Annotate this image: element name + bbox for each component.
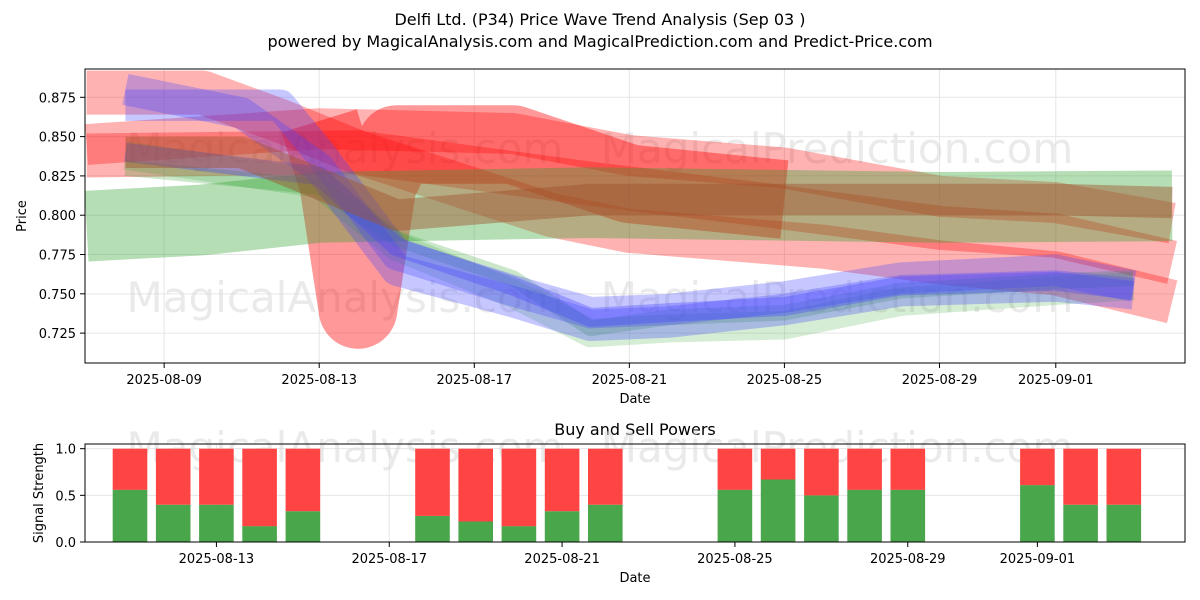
y-tick-label: 0.750 — [39, 288, 76, 303]
wave-band-green-band-c — [123, 141, 1135, 348]
x-tick-label: 2025-08-13 — [281, 373, 357, 388]
bottom-x-ticks: 2025-08-13 2025-08-17 2025-08-21 2025-08-25… — [179, 542, 1076, 567]
buy-bar — [242, 526, 277, 542]
sell-bar — [501, 448, 537, 527]
bottom-panel-title: Buy and Sell Powers — [554, 420, 716, 439]
chart-subtitle: powered by MagicalAnalysis.com and Magic… — [267, 32, 932, 51]
top-x-axis-label: Date — [619, 392, 650, 407]
y-tick-label: 0.800 — [39, 209, 76, 224]
bottom-y-axis-label: Signal Strength — [32, 443, 47, 543]
top-plot-background — [85, 69, 1185, 363]
buy-bar — [199, 504, 234, 542]
wave-band-brown-band — [125, 136, 1173, 231]
buy-bar — [804, 495, 839, 542]
signal-bars — [112, 448, 1142, 542]
top-y-ticks: 0.725 0.750 0.775 0.800 0.825 0.850 0.875 — [39, 91, 85, 342]
buy-bar — [458, 521, 493, 542]
y-tick-label: 0.850 — [39, 131, 76, 146]
x-tick-label: 2025-08-09 — [126, 373, 202, 388]
sell-bar — [285, 448, 321, 512]
y-tick-label: 0.5 — [55, 489, 76, 504]
x-tick-label: 2025-08-21 — [592, 373, 668, 388]
buy-bar — [415, 515, 450, 542]
buy-bar — [1020, 485, 1055, 542]
wave-band-blue-band-a — [122, 74, 1135, 341]
buy-bar — [717, 489, 753, 542]
watermark-text: MagicalPrediction.com — [601, 124, 1074, 173]
buy-bar — [1063, 504, 1098, 542]
sell-bar — [588, 448, 623, 505]
sell-bar — [1020, 448, 1055, 486]
sell-bar — [1106, 448, 1142, 505]
x-tick-label: 2025-08-13 — [179, 552, 255, 567]
buy-bar — [1106, 504, 1142, 542]
x-tick-label: 2025-08-25 — [747, 373, 823, 388]
y-tick-label: 0.0 — [55, 536, 76, 551]
buy-bar — [890, 489, 926, 542]
sell-bar — [847, 448, 882, 490]
wave-band-blue-band-c — [124, 142, 1135, 327]
sell-bar — [804, 448, 839, 496]
top-watermarks: MagicalAnalysis.com MagicalPrediction.co… — [127, 124, 1074, 322]
wave-band-red-band-b — [85, 108, 1176, 244]
sell-bar — [890, 448, 926, 490]
buy-bar — [501, 526, 537, 542]
sell-bar — [415, 448, 450, 516]
buy-bar — [155, 504, 191, 542]
wave-band-green-band-a — [84, 167, 1173, 262]
y-tick-label: 0.825 — [39, 170, 76, 185]
sell-bar — [1063, 448, 1098, 505]
buy-bar — [588, 504, 623, 542]
wave-band-green-band-b — [124, 160, 1134, 337]
x-tick-label: 2025-08-17 — [351, 552, 427, 567]
watermark-text: MagicalAnalysis.com — [127, 273, 564, 322]
top-x-ticks: 2025-08-09 2025-08-13 2025-08-17 2025-08-21… — [126, 363, 1094, 388]
wave-band-red-band-a — [86, 70, 1178, 284]
sell-bar — [112, 448, 148, 490]
bottom-y-ticks: 0.0 0.5 1.0 — [55, 443, 85, 551]
watermark-text: MagicalAnalysis.com — [127, 423, 564, 472]
bottom-x-axis-label: Date — [619, 571, 650, 586]
sell-bar — [155, 448, 191, 505]
y-tick-label: 1.0 — [55, 443, 76, 458]
wave-band-red-band-c — [86, 130, 1178, 324]
x-tick-label: 2025-09-01 — [1018, 373, 1094, 388]
y-tick-label: 0.775 — [39, 249, 76, 264]
x-tick-label: 2025-08-25 — [697, 552, 773, 567]
y-tick-label: 0.725 — [39, 327, 76, 342]
buy-sell-panel: Buy and Sell Powers MagicalAnalysis.com … — [32, 420, 1186, 586]
y-tick-label: 0.875 — [39, 91, 76, 106]
sell-bar — [458, 448, 493, 522]
x-tick-label: 2025-08-29 — [870, 552, 946, 567]
watermark-text: MagicalPrediction.com — [601, 273, 1074, 322]
sell-bar — [544, 448, 580, 512]
sell-bar — [242, 448, 277, 527]
bottom-plot-frame — [84, 443, 1186, 543]
top-plot-frame — [84, 68, 1186, 364]
chart-title: Delfi Ltd. (P34) Price Wave Trend Analys… — [394, 10, 805, 29]
sell-bar — [199, 448, 234, 505]
buy-bar — [760, 479, 796, 542]
x-tick-label: 2025-08-29 — [902, 373, 978, 388]
buy-bar — [847, 489, 882, 542]
wave-bands — [84, 70, 1178, 349]
x-tick-label: 2025-08-21 — [524, 552, 600, 567]
top-y-axis-label: Price — [15, 200, 30, 232]
sell-bar — [760, 448, 796, 480]
top-grid — [85, 69, 1185, 363]
buy-bar — [112, 489, 148, 542]
wave-band-red-hump — [281, 105, 789, 349]
x-tick-label: 2025-09-01 — [1000, 552, 1076, 567]
x-tick-label: 2025-08-17 — [436, 373, 512, 388]
sell-bar — [717, 448, 753, 490]
wave-band-blue-band-b — [125, 89, 1137, 329]
price-wave-panel: MagicalAnalysis.com MagicalPrediction.co… — [15, 68, 1186, 407]
buy-bar — [544, 511, 580, 542]
buy-bar — [285, 511, 321, 542]
watermark-text: MagicalAnalysis.com — [127, 124, 564, 173]
